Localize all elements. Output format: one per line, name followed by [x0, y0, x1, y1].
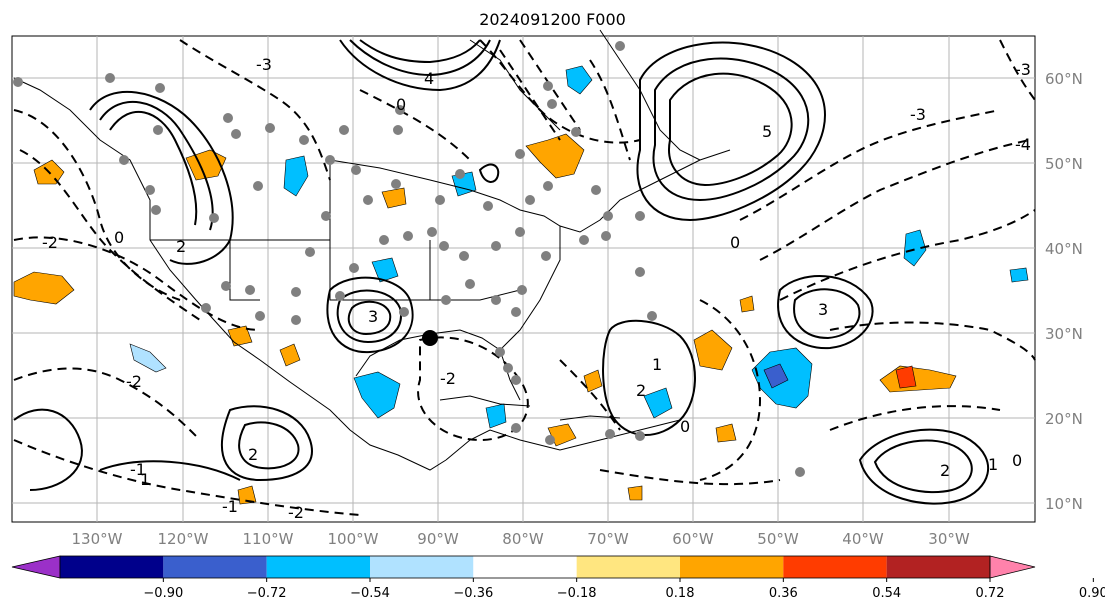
svg-text:30°N: 30°N [1045, 325, 1083, 343]
colorbar-segment [60, 556, 164, 578]
storm-center-marker [422, 330, 438, 346]
colorbar-extend-max [989, 555, 1036, 579]
contour-labels: -3 -2 -2 -1 -1 0 0 0 0 1 1 2 2 -2 3 -3 5… [42, 55, 1031, 522]
svg-text:110°W: 110°W [243, 530, 294, 548]
colorbar: −0.90 −0.72 −0.54 −0.36 −0.18 0.18 0.36 0.54 0.7… [11, 555, 1105, 601]
svg-text:0: 0 [114, 228, 124, 247]
svg-text:2: 2 [940, 461, 950, 480]
svg-text:0: 0 [396, 95, 406, 114]
colorbar-tick-label: −0.90 [143, 586, 183, 601]
colorbar-tick-label: 0.72 [976, 586, 1005, 601]
colorbar-segment [266, 556, 370, 578]
station-dots [13, 41, 805, 477]
longitude-labels: 130°W 120°W 110°W 100°W 90°W 80°W 70°W 6… [72, 530, 970, 548]
colorbar-segment [783, 556, 887, 578]
svg-text:5: 5 [762, 122, 772, 141]
svg-text:30°W: 30°W [928, 530, 970, 548]
colorbar-tick-label: −0.36 [453, 586, 493, 601]
colorbar-tick-label: −0.54 [350, 586, 390, 601]
svg-text:1: 1 [988, 455, 998, 474]
svg-text:120°W: 120°W [158, 530, 209, 548]
svg-text:10°N: 10°N [1045, 495, 1083, 513]
svg-text:2: 2 [248, 445, 258, 464]
svg-text:-3: -3 [910, 105, 926, 124]
svg-text:40°N: 40°N [1045, 240, 1083, 258]
svg-text:-2: -2 [288, 503, 304, 522]
svg-text:50°W: 50°W [757, 530, 799, 548]
colorbar-segment [576, 556, 680, 578]
svg-text:2: 2 [636, 381, 646, 400]
svg-text:90°W: 90°W [417, 530, 459, 548]
svg-text:20°N: 20°N [1045, 410, 1083, 428]
colorbar-frame [59, 555, 991, 579]
svg-text:-2: -2 [42, 233, 58, 252]
colorbar-segment [886, 556, 990, 578]
svg-text:-3: -3 [256, 55, 272, 74]
svg-text:3: 3 [368, 307, 378, 326]
svg-text:-3: -3 [1015, 60, 1031, 79]
svg-text:1: 1 [652, 355, 662, 374]
svg-text:40°W: 40°W [842, 530, 884, 548]
svg-text:50°N: 50°N [1045, 155, 1083, 173]
svg-text:0: 0 [680, 417, 690, 436]
colorbar-tick-label: 0.90 [1079, 586, 1105, 601]
colorbar-segment [680, 556, 784, 578]
map-title: 2024091200 F000 [479, 10, 626, 29]
dashed-contours [13, 39, 1036, 516]
svg-text:100°W: 100°W [328, 530, 379, 548]
svg-text:2: 2 [176, 237, 186, 256]
svg-text:3: 3 [818, 300, 828, 319]
svg-text:70°W: 70°W [587, 530, 629, 548]
svg-text:60°N: 60°N [1045, 70, 1083, 88]
svg-text:-2: -2 [440, 369, 456, 388]
colorbar-tick-label: 0.36 [769, 586, 798, 601]
svg-text:-1: -1 [222, 497, 238, 516]
svg-text:0: 0 [730, 233, 740, 252]
colorbar-segment [370, 556, 474, 578]
colorbar-tick-label: 0.18 [666, 586, 695, 601]
svg-text:4: 4 [424, 69, 434, 88]
latitude-labels: 60°N 50°N 40°N 30°N 20°N 10°N [1045, 70, 1083, 513]
colorbar-extend-min [11, 555, 61, 579]
svg-text:130°W: 130°W [72, 530, 123, 548]
svg-text:-4: -4 [1015, 135, 1031, 154]
svg-text:0: 0 [1012, 451, 1022, 470]
colorbar-segment [473, 556, 577, 578]
svg-text:60°W: 60°W [672, 530, 714, 548]
solid-contours [13, 39, 990, 505]
colorbar-tick-label: 0.54 [872, 586, 901, 601]
svg-text:1: 1 [140, 470, 150, 489]
colorbar-tick-label: −0.72 [247, 586, 287, 601]
colorbar-tick-label: −0.18 [557, 586, 597, 601]
svg-text:-1: -1 [130, 460, 146, 479]
svg-text:80°W: 80°W [502, 530, 544, 548]
svg-text:-2: -2 [126, 372, 142, 391]
colorbar-segment [163, 556, 267, 578]
